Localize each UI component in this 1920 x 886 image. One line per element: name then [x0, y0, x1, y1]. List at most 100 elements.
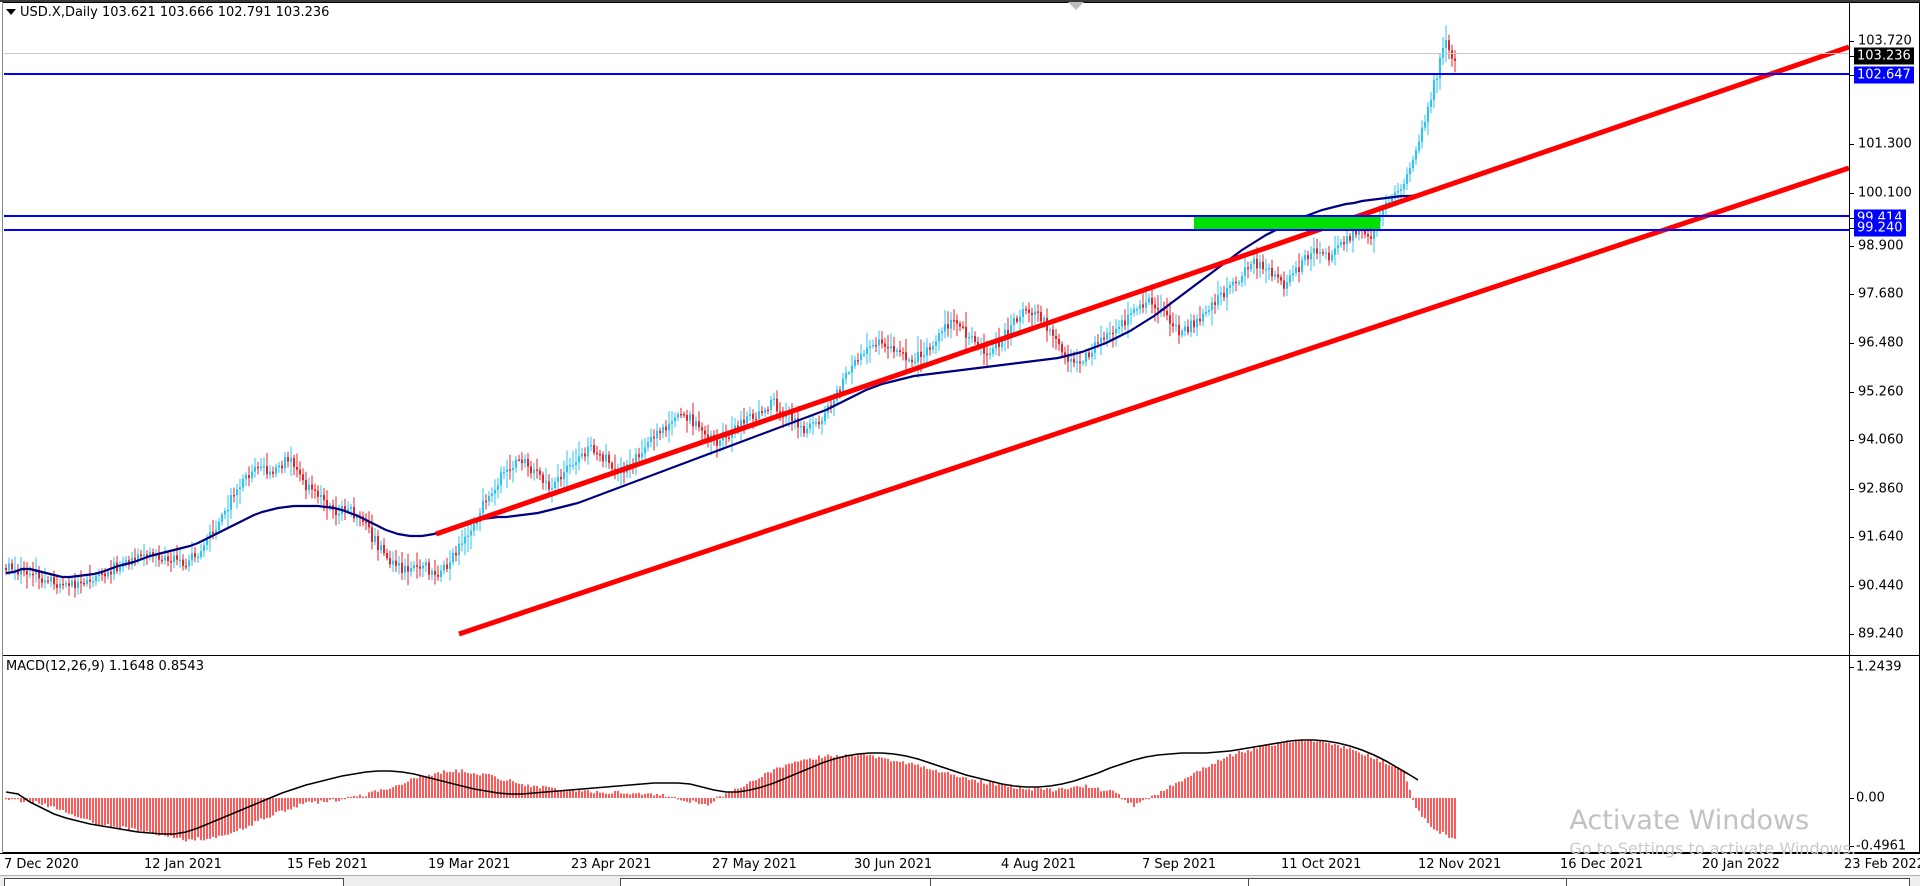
price-axis[interactable]: 103.720 103.236 102.647 101.300 100.100 99.41…: [1849, 3, 1919, 656]
candle-body: [68, 583, 70, 586]
taskbar[interactable]: [0, 875, 1920, 886]
candle-body: [962, 326, 964, 328]
candle-body: [410, 568, 412, 572]
price-axis-tick: [1850, 440, 1854, 441]
candle-body: [974, 336, 976, 342]
candle-body: [89, 579, 91, 582]
level-line-102647[interactable]: [4, 73, 1849, 75]
candle-body: [752, 413, 754, 419]
candle-body: [1286, 282, 1288, 289]
taskbar-item-1[interactable]: [4, 878, 344, 886]
supply-zone-rectangle[interactable]: [1194, 216, 1380, 229]
date-axis-label: 23 Feb 2022: [1844, 857, 1920, 872]
macd-axis-label: 1.2439: [1856, 659, 1902, 675]
candle-body: [1013, 318, 1015, 325]
candle-body: [875, 345, 877, 347]
candle-body: [44, 580, 46, 583]
candle-body: [308, 484, 310, 491]
candle-body: [698, 421, 700, 428]
candle-body: [35, 570, 37, 575]
taskbar-item-2[interactable]: [620, 878, 1910, 886]
date-axis-label: 19 Mar 2021: [428, 857, 511, 872]
candle-body: [26, 571, 28, 575]
price-axis-label-102647[interactable]: 102.647: [1854, 66, 1914, 84]
date-axis-label: 30 Jun 2021: [854, 857, 933, 872]
candle-body: [1415, 150, 1417, 160]
candle-body: [539, 470, 541, 475]
candle-body: [1040, 312, 1042, 322]
candle-body: [212, 531, 214, 534]
left-rail: [0, 2, 3, 853]
triangle-down-marker-icon[interactable]: [1068, 2, 1084, 10]
candle-body: [1073, 358, 1075, 363]
price-plot-area[interactable]: [4, 3, 1849, 656]
price-axis-label-99240[interactable]: 99.240: [1854, 219, 1906, 237]
candle-body: [1130, 312, 1132, 315]
price-axis-label-103236[interactable]: 103.236: [1854, 47, 1914, 65]
candle-body: [758, 411, 760, 419]
candle-body: [1364, 228, 1366, 235]
candle-body: [1058, 339, 1060, 345]
candle-body: [932, 346, 934, 350]
candle-body: [977, 341, 979, 348]
candle-body: [1313, 248, 1315, 254]
candle-body: [548, 481, 550, 490]
candle-body: [1091, 352, 1093, 357]
level-line-99414[interactable]: [4, 215, 1849, 217]
macd-plot-area[interactable]: [4, 656, 1849, 852]
candle-body: [53, 576, 55, 585]
candle-body: [389, 558, 391, 565]
candle-body: [590, 445, 592, 447]
candle-body: [1064, 352, 1066, 356]
level-line-99240[interactable]: [4, 229, 1849, 231]
macd-indicator-panel[interactable]: 1.2439 0.00 -0.4961: [0, 655, 1920, 854]
candle-body: [494, 489, 496, 494]
candle-body: [80, 581, 82, 584]
candle-body: [1445, 40, 1447, 48]
candle-body: [587, 446, 589, 457]
candle-body: [143, 554, 145, 557]
price-chart-panel[interactable]: 103.720 103.236 102.647 101.300 100.100 99.41…: [0, 2, 1920, 657]
candle-body: [1409, 168, 1411, 175]
price-axis-tick: [1850, 75, 1854, 76]
candle-body: [413, 565, 415, 569]
candle-body: [1316, 248, 1318, 254]
candle-body: [497, 485, 499, 490]
candle-body: [311, 484, 313, 490]
date-axis-label: 7 Sep 2021: [1142, 857, 1217, 872]
candle-body: [959, 323, 961, 327]
candle-body: [1181, 330, 1183, 336]
date-axis[interactable]: 7 Dec 2020 12 Jan 2021 15 Feb 2021 19 Mar 2…: [0, 853, 1920, 875]
candle-body: [1211, 302, 1213, 311]
macd-axis[interactable]: 1.2439 0.00 -0.4961: [1849, 656, 1919, 854]
candle-body: [1043, 317, 1045, 322]
candle-body: [893, 346, 895, 352]
candle-body: [686, 414, 688, 421]
candle-body: [1097, 342, 1099, 344]
candle-body: [1256, 258, 1258, 269]
candle-body: [1253, 258, 1255, 264]
candle-body: [1412, 159, 1414, 169]
triangle-down-icon[interactable]: [6, 9, 16, 15]
macd-axis-tick: [1850, 798, 1854, 799]
candle-body: [1331, 254, 1333, 261]
candle-body: [1022, 309, 1024, 317]
taskbar-tick-1: [930, 878, 931, 886]
candle-body: [767, 409, 769, 412]
candle-body: [257, 466, 259, 469]
candle-body: [1172, 323, 1174, 327]
candle-body: [335, 509, 337, 516]
candle-body: [665, 426, 667, 431]
candle-body: [1112, 332, 1114, 335]
level-line-103720[interactable]: [4, 53, 1849, 54]
candle-body: [668, 423, 670, 431]
candle-body: [428, 562, 430, 575]
candle-body: [1259, 261, 1261, 269]
candle-body: [926, 347, 928, 356]
candle-body: [161, 559, 163, 562]
candle-body: [452, 552, 454, 563]
candle-body: [251, 471, 253, 479]
candle-body: [191, 553, 193, 561]
candle-body: [1202, 313, 1204, 322]
candle-body: [218, 521, 220, 531]
